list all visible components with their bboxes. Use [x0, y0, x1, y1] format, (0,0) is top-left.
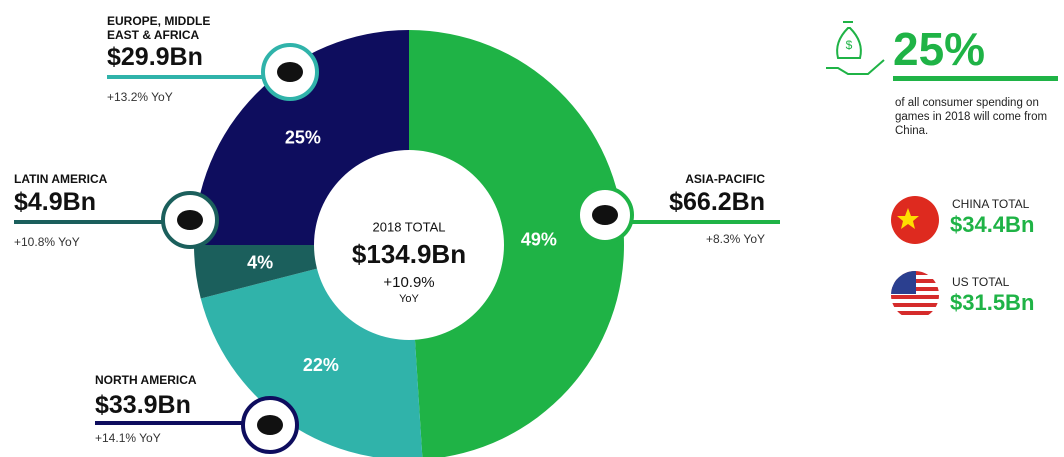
value-label: 22%: [303, 355, 339, 375]
region-growth: +13.2% YoY: [107, 90, 173, 104]
china-label: CHINA TOTAL: [952, 197, 1030, 211]
center-circle: [314, 150, 504, 340]
center-growth: +10.9%: [383, 274, 434, 291]
center-total: $134.9Bn: [352, 239, 466, 269]
region-map: [257, 415, 283, 435]
region-name: EUROPE, MIDDLE EAST & AFRICA: [107, 14, 211, 42]
center-label: 2018 TOTAL: [373, 219, 446, 234]
underline: [893, 76, 1058, 81]
region-amount: $4.9Bn: [14, 188, 96, 216]
region-name: LATIN AMERICA: [14, 172, 108, 186]
region-map: [277, 62, 303, 82]
region-map: [592, 205, 618, 225]
region-map: [177, 210, 203, 230]
region-growth: +14.1% YoY: [95, 431, 161, 445]
center-unit: YoY: [399, 293, 419, 305]
region-name: ASIA-PACIFIC: [685, 172, 765, 186]
us-value: $31.5Bn: [950, 290, 1035, 315]
value-label: 49%: [521, 230, 557, 250]
headline: 25%: [893, 23, 986, 75]
region-growth: +10.8% YoY: [14, 235, 80, 249]
region-name: NORTH AMERICA: [95, 373, 197, 387]
slice: [409, 30, 625, 457]
money-icon: $: [826, 21, 885, 75]
us-flag: [891, 271, 939, 319]
china-flag: [891, 196, 939, 244]
region-amount: $66.2Bn: [669, 188, 765, 216]
value-label: 25%: [285, 128, 321, 148]
region-amount: $33.9Bn: [95, 391, 191, 419]
highlight-text: of all consumer spending on games in 201…: [895, 97, 1048, 137]
value-label: 4%: [247, 253, 273, 273]
us-label: US TOTAL: [952, 275, 1010, 289]
region-amount: $29.9Bn: [107, 43, 203, 71]
region-growth: +8.3% YoY: [705, 232, 765, 246]
china-value: $34.4Bn: [950, 212, 1035, 237]
svg-text:$: $: [846, 38, 853, 52]
